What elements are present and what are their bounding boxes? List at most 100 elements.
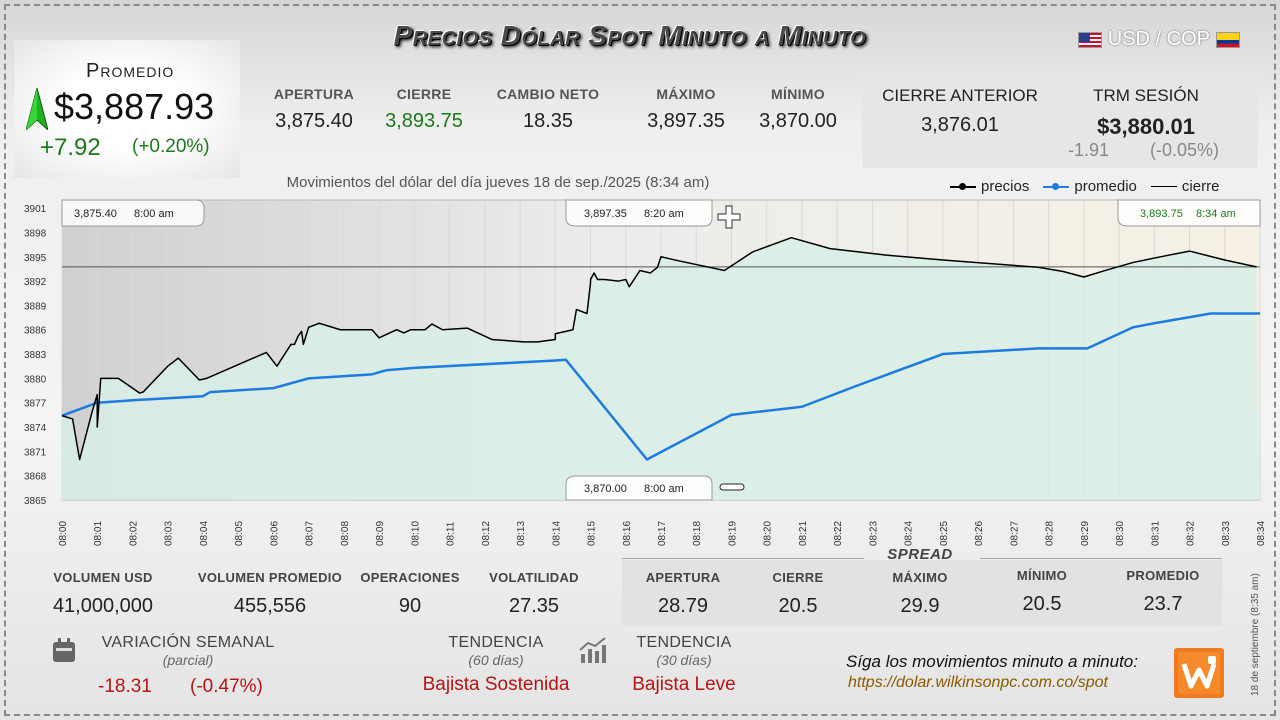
x-tick-label: 08:32 — [1186, 521, 1197, 546]
annotation-open-price: 3,875.40 — [74, 208, 117, 220]
weekly-variation-label: VARIACIÓN SEMANAL — [101, 634, 275, 651]
trend-30-label: TENDENCIA — [636, 634, 732, 651]
currency-pair-label: USD / COP — [1107, 28, 1210, 50]
stat-volumen-promedio-label: VOLUMEN PROMEDIO — [197, 570, 343, 585]
legend-cierre-swatch — [1150, 186, 1177, 187]
stat-maximo-label: MÁXIMO — [656, 86, 716, 102]
annotation-close: 3,893.75 8:34 am — [1117, 199, 1261, 227]
annotation-open-time: 8:00 am — [134, 208, 174, 220]
x-tick-label: 08:03 — [164, 521, 175, 546]
trend-30-sub: (30 días) — [656, 652, 712, 668]
stat-volumen-promedio: VOLUMEN PROMEDIO 455,556 — [190, 570, 350, 618]
x-tick-label: 08:07 — [305, 521, 316, 546]
vertical-date: 18 de septiembre (8:35 am) — [1250, 573, 1261, 696]
page-title: Precios Dólar Spot Minuto a Minuto — [393, 20, 867, 51]
x-tick-label: 08:11 — [446, 521, 457, 546]
wilkinson-logo-icon[interactable] — [1174, 648, 1224, 698]
legend-precios-swatch — [950, 182, 976, 190]
weekly-variation-value: -18.31 — [98, 676, 152, 697]
x-tick-label: 08:18 — [692, 521, 703, 546]
weekly-variation-pct: (-0.47%) — [190, 676, 263, 697]
scroll-handle — [719, 483, 745, 491]
cierre-anterior-label: CIERRE ANTERIOR — [882, 86, 1038, 105]
x-tick-label: 08:14 — [551, 521, 562, 546]
x-tick-label: 08:17 — [657, 521, 668, 546]
promedio-label: Promedio — [86, 60, 175, 82]
stat-cierre-label: CIERRE — [396, 86, 452, 102]
legend-cierre: cierre — [1150, 178, 1219, 195]
spread-divider-left — [622, 558, 864, 559]
y-tick-label: 3868 — [24, 472, 47, 483]
promedio-change: +7.92 — [40, 134, 101, 161]
price-chart: 3865 3868 3871 3874 3877 3880 3883 3886 3889 3892… — [24, 199, 1267, 546]
stat-cambio-neto-label: CAMBIO NETO — [496, 86, 600, 102]
page-frame — [4, 4, 1276, 716]
x-tick-label: 08:28 — [1045, 521, 1056, 546]
stat-operaciones-value: 90 — [398, 595, 422, 617]
x-tick-label: 08:21 — [798, 521, 809, 546]
stat-volumen-usd: VOLUMEN USD 41,000,000 — [40, 570, 166, 618]
legend-promedio-swatch — [1043, 182, 1070, 190]
x-tick-label: 08:22 — [833, 521, 844, 546]
promedio-value: $3,887.93 — [54, 86, 215, 127]
promedio-change-pct: (+0.20%) — [132, 136, 210, 157]
trm-sesion: TRM SESIÓN $3,880.01 — [1062, 86, 1230, 140]
green-up-arrow-icon — [26, 88, 48, 130]
y-tick-label: 3898 — [24, 228, 47, 239]
stat-apertura-label: APERTURA — [273, 86, 355, 102]
y-tick-label: 3895 — [24, 253, 47, 264]
stat-maximo: MÁXIMO 3,897.35 — [632, 86, 740, 133]
stat-maximo-value: 3,897.35 — [647, 110, 725, 132]
annotation-min-time: 8:00 am — [644, 483, 684, 495]
x-tick-label: 08:16 — [622, 521, 633, 546]
x-tick-label: 08:19 — [727, 521, 738, 546]
legend-precios: precios — [950, 178, 1029, 195]
weekly-variation-sub: (parcial) — [162, 652, 214, 668]
trend-60-sub: (60 días) — [468, 652, 524, 668]
stat-cierre: CIERRE 3,893.75 — [370, 86, 478, 133]
legend-precios-label: precios — [981, 178, 1030, 195]
stat-operaciones: OPERACIONES 90 — [354, 570, 466, 618]
trend-30: TENDENCIA (30 días) Bajista Leve — [614, 634, 754, 696]
y-tick-label: 3880 — [24, 374, 47, 385]
stat-volumen-usd-label: VOLUMEN USD — [53, 570, 153, 585]
y-tick-label: 3886 — [24, 326, 47, 337]
spread-title: SPREAD — [887, 546, 953, 563]
x-tick-label: 08:25 — [939, 521, 950, 546]
trm-sesion-value: $3,880.01 — [1097, 114, 1195, 139]
x-tick-label: 08:26 — [974, 521, 985, 546]
spread-minimo: MÍNIMO 20.5 — [992, 568, 1092, 616]
x-tick-label: 08:05 — [234, 521, 245, 546]
stat-volatilidad: VOLATILIDAD 27.35 — [476, 570, 592, 618]
follow-link[interactable]: https://dolar.wilkinsonpc.com.co/spot — [848, 674, 1108, 691]
us-flag-icon — [1077, 31, 1102, 48]
y-tick-label: 3877 — [24, 399, 47, 410]
x-tick-label: 08:01 — [93, 521, 104, 546]
x-tick-label: 08:04 — [199, 521, 210, 546]
spread-apertura-label: APERTURA — [645, 570, 721, 585]
y-tick-label: 3871 — [24, 447, 47, 458]
crosshair-icon — [717, 205, 741, 229]
x-tick-label: 08:15 — [587, 521, 598, 546]
y-tick-label: 3889 — [24, 301, 47, 312]
series-precios-line — [61, 236, 1257, 461]
spread-minimo-label: MÍNIMO — [1016, 568, 1068, 583]
stat-minimo-value: 3,870.00 — [759, 110, 837, 132]
spread-promedio: PROMEDIO 23.7 — [1110, 568, 1216, 616]
trend-30-value: Bajista Leve — [632, 674, 736, 695]
cierre-anterior: CIERRE ANTERIOR 3,876.01 — [876, 86, 1044, 137]
colombia-flag-icon — [1216, 31, 1240, 48]
trm-change-pct: (-0.05%) — [1150, 140, 1220, 160]
spread-maximo-label: MÁXIMO — [892, 570, 948, 585]
x-tick-label: 08:08 — [340, 521, 351, 546]
follow-text: Síga los movimientos minuto a minuto: — [846, 652, 1138, 671]
spread-apertura-value: 28.79 — [657, 595, 709, 617]
x-tick-label: 08:09 — [375, 521, 386, 546]
x-tick-label: 08:31 — [1150, 521, 1161, 546]
spread-cierre: CIERRE 20.5 — [748, 570, 848, 618]
previous-close-panel: CIERRE ANTERIOR 3,876.01 TRM SESIÓN $3,8… — [862, 72, 1258, 168]
spread-divider-right — [980, 558, 1222, 559]
annotation-close-price: 3,893.75 — [1140, 208, 1183, 220]
x-tick-label: 08:02 — [128, 521, 139, 546]
legend-promedio-label: promedio — [1074, 178, 1137, 195]
